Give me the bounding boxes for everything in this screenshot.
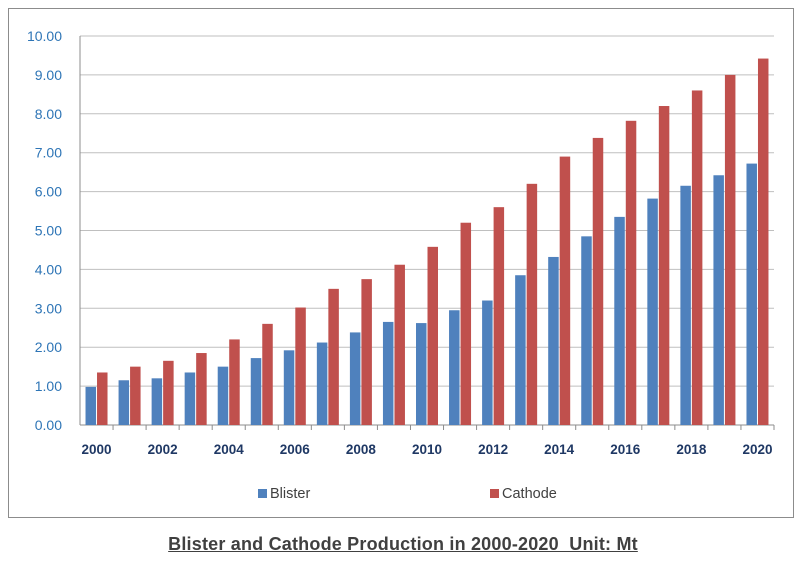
y-tick-label: 7.00 (35, 145, 62, 161)
legend-label-cathode: Cathode (502, 486, 557, 502)
y-tick-label: 9.00 (35, 67, 62, 83)
y-tick-label: 0.00 (35, 417, 62, 433)
bar-blister-2011 (449, 310, 460, 425)
bar-blister-2009 (382, 321, 394, 425)
bar-cathode-2008 (361, 279, 372, 425)
y-tick-label: 1.00 (35, 378, 62, 394)
bar-blister-2007 (316, 342, 328, 425)
bar-cathode-2012 (493, 207, 505, 425)
x-tick-label: 2002 (148, 442, 178, 457)
bar-cathode-2006 (295, 307, 306, 425)
bar-blister-2006 (283, 350, 295, 425)
bar-blister-2005 (250, 358, 262, 425)
bar-blister-2015 (581, 236, 592, 425)
bar-blister-2016 (614, 216, 625, 425)
x-tick-label: 2014 (544, 442, 575, 457)
legend-swatch-cathode (490, 489, 499, 498)
bar-blister-2020 (746, 163, 757, 426)
bar-cathode-2005 (262, 323, 273, 425)
bar-cathode-2015 (592, 137, 604, 425)
y-tick-label: 4.00 (35, 261, 62, 277)
x-tick-label: 2000 (82, 442, 112, 457)
y-tick-label: 6.00 (35, 184, 62, 200)
bar-blister-2008 (349, 332, 361, 425)
bar-cathode-2016 (625, 120, 637, 425)
bar-cathode-2002 (163, 360, 174, 425)
x-tick-label: 2020 (742, 442, 772, 457)
legend-label-blister: Blister (270, 486, 310, 502)
bar-cathode-2014 (559, 156, 571, 425)
y-tick-label: 3.00 (35, 300, 62, 316)
bar-cathode-2011 (460, 222, 472, 425)
bar-cathode-2007 (328, 288, 339, 425)
bar-cathode-2001 (130, 366, 141, 425)
y-tick-label: 8.00 (35, 106, 62, 122)
y-tick-label: 10.00 (27, 28, 62, 44)
bar-cathode-2003 (196, 353, 207, 425)
bar-cathode-2020 (757, 58, 769, 425)
bar-blister-2010 (416, 323, 427, 425)
bar-blister-2003 (184, 372, 196, 425)
x-tick-label: 2004 (214, 442, 245, 457)
bar-blister-2014 (548, 256, 559, 425)
bar-cathode-2004 (229, 339, 240, 425)
x-tick-label: 2016 (610, 442, 641, 457)
x-tick-label: 2012 (478, 442, 508, 457)
bar-cathode-2019 (724, 74, 736, 426)
bar-cathode-2010 (427, 246, 438, 425)
chart-caption: Blister and Cathode Production in 2000-2… (168, 534, 638, 554)
x-tick-label: 2006 (280, 442, 311, 457)
x-tick-label: 2010 (412, 442, 442, 457)
bar-blister-2018 (680, 185, 691, 425)
bar-blister-2017 (647, 198, 658, 425)
bar-cathode-2009 (394, 264, 405, 425)
legend-swatch-blister (258, 489, 267, 498)
y-tick-label: 5.00 (35, 223, 62, 239)
bar-blister-2002 (151, 378, 163, 425)
bar-blister-2004 (217, 366, 229, 425)
bar-cathode-2018 (691, 90, 703, 426)
bar-cathode-2000 (97, 372, 108, 425)
bar-cathode-2017 (658, 106, 670, 426)
y-tick-label: 2.00 (35, 339, 62, 355)
bar-blister-2019 (713, 175, 724, 425)
bar-blister-2013 (515, 275, 526, 425)
bar-cathode-2013 (526, 183, 538, 425)
x-tick-label: 2018 (676, 442, 707, 457)
bar-blister-2000 (85, 386, 97, 425)
bar-blister-2012 (482, 300, 493, 425)
x-tick-label: 2008 (346, 442, 377, 457)
bar-blister-2001 (118, 380, 130, 425)
